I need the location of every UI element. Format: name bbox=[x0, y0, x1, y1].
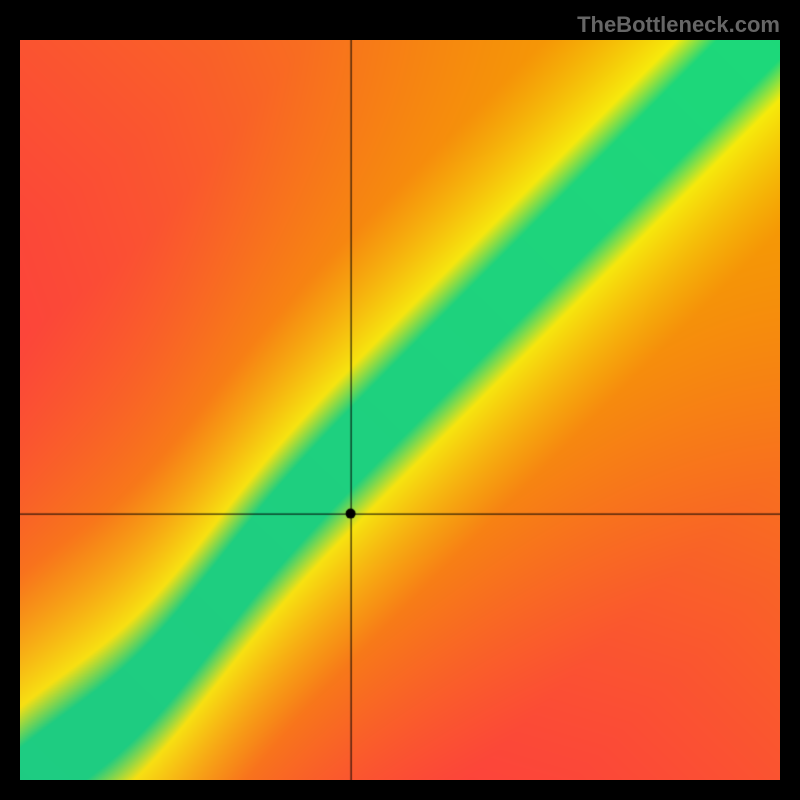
chart-container: TheBottleneck.com bbox=[0, 0, 800, 800]
bottleneck-heatmap bbox=[20, 40, 780, 780]
watermark-text: TheBottleneck.com bbox=[577, 12, 780, 38]
heatmap-canvas bbox=[20, 40, 780, 780]
